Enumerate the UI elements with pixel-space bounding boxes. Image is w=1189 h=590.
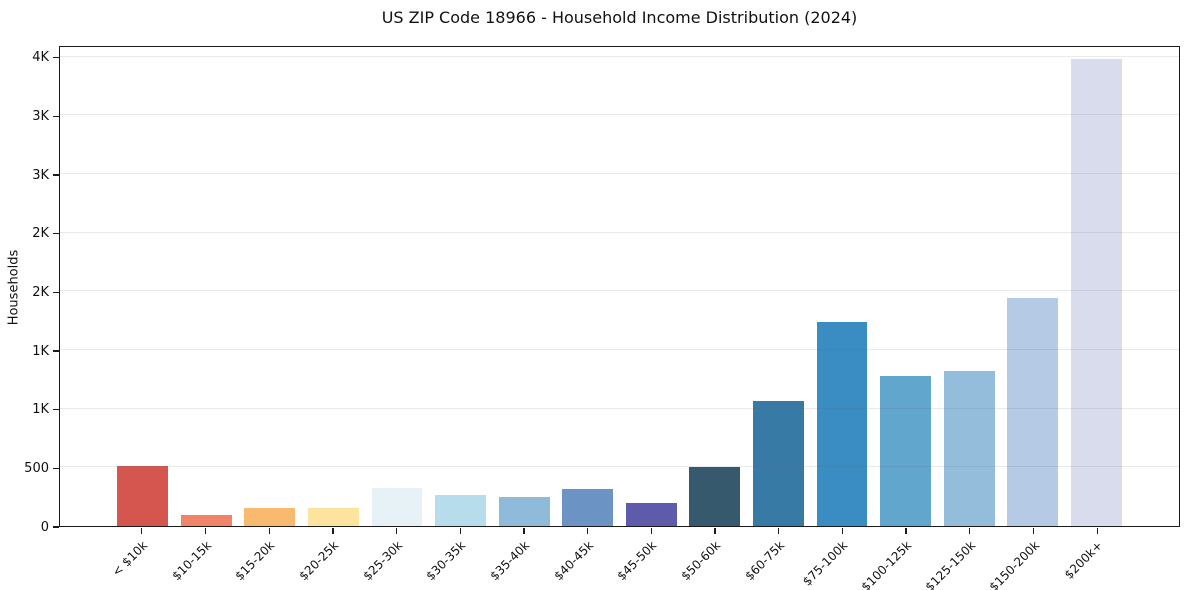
- y-tick-label: 1K: [32, 402, 49, 418]
- x-tick-mark: [395, 528, 398, 534]
- x-tick-mark: [332, 528, 334, 534]
- bar-$125-150k: [943, 371, 995, 526]
- bar-slot-5: [429, 47, 493, 526]
- x-tick-mark: [141, 528, 143, 534]
- y-tick-label: 500: [24, 460, 49, 476]
- bar-$150-200k: [1007, 298, 1059, 526]
- plot-area: [59, 46, 1180, 527]
- y-tick-label: 4K: [32, 50, 49, 66]
- x-tick-mark: [1032, 528, 1035, 534]
- bar-$200k+: [1070, 59, 1122, 526]
- bar-slot-7: [556, 47, 620, 526]
- bar-$20-25k: [308, 507, 359, 526]
- bar-slot-6: [492, 47, 556, 526]
- bar-slot-1: [175, 47, 239, 526]
- bar-slot-12: [874, 47, 938, 526]
- bar-slot-15: [1064, 47, 1128, 526]
- bar-$75-100k: [816, 321, 868, 526]
- bar-slot-4: [365, 47, 429, 526]
- bar-$25-30k: [371, 487, 423, 526]
- x-tick-mark: [905, 528, 907, 534]
- y-tick-mark: [53, 526, 59, 528]
- bar-< $10k: [117, 466, 169, 526]
- bar-slot-0: [111, 47, 175, 526]
- bar-$10-15k: [180, 514, 232, 526]
- y-tick-label: 1K: [32, 343, 49, 359]
- y-tick-label: 2K: [32, 284, 49, 300]
- y-tick-mark: [53, 233, 59, 235]
- y-tick-mark: [53, 350, 59, 352]
- y-tick-label: 3K: [32, 167, 49, 183]
- bar-slot-8: [620, 47, 684, 526]
- y-tick-mark: [53, 291, 59, 294]
- bar-slot-11: [810, 47, 874, 526]
- y-tick-mark: [53, 174, 59, 176]
- bar-$50-60k: [689, 467, 741, 526]
- bar-slot-14: [1001, 47, 1065, 526]
- chart-title: US ZIP Code 18966 - Household Income Dis…: [381, 8, 858, 27]
- bar-$35-40k: [498, 496, 550, 526]
- bars-container: [111, 47, 1128, 526]
- x-tick-mark: [268, 528, 270, 534]
- y-tick-mark: [53, 115, 59, 118]
- bar-slot-10: [747, 47, 811, 526]
- x-tick-label: < $10k: [109, 538, 150, 580]
- x-tick-mark: [969, 528, 971, 534]
- x-tick-mark: [523, 528, 525, 534]
- y-tick-label: 0: [40, 519, 49, 535]
- y-tick-mark: [53, 57, 59, 59]
- x-tick-mark: [459, 528, 461, 534]
- y-tick-mark: [53, 467, 59, 469]
- y-tick-mark: [53, 409, 59, 411]
- x-tick-mark: [587, 528, 589, 534]
- bar-$30-35k: [435, 494, 487, 526]
- bar-slot-13: [937, 47, 1001, 526]
- x-tick-mark: [841, 528, 844, 534]
- bar-$60-75k: [752, 400, 804, 526]
- bar-slot-2: [238, 47, 302, 526]
- bar-$100-125k: [880, 375, 931, 526]
- x-tick-mark: [650, 528, 652, 534]
- y-tick-label: 3K: [32, 108, 49, 124]
- bar-$45-50k: [625, 502, 677, 526]
- bar-slot-9: [683, 47, 747, 526]
- x-tick-mark: [714, 528, 716, 534]
- bar-slot-3: [302, 47, 366, 526]
- x-tick-mark: [204, 528, 207, 534]
- bar-$40-45k: [562, 488, 614, 526]
- x-tick-mark: [1096, 528, 1098, 534]
- x-tick-mark: [778, 528, 780, 534]
- bar-$15-20k: [244, 508, 296, 526]
- y-tick-label: 2K: [32, 226, 49, 242]
